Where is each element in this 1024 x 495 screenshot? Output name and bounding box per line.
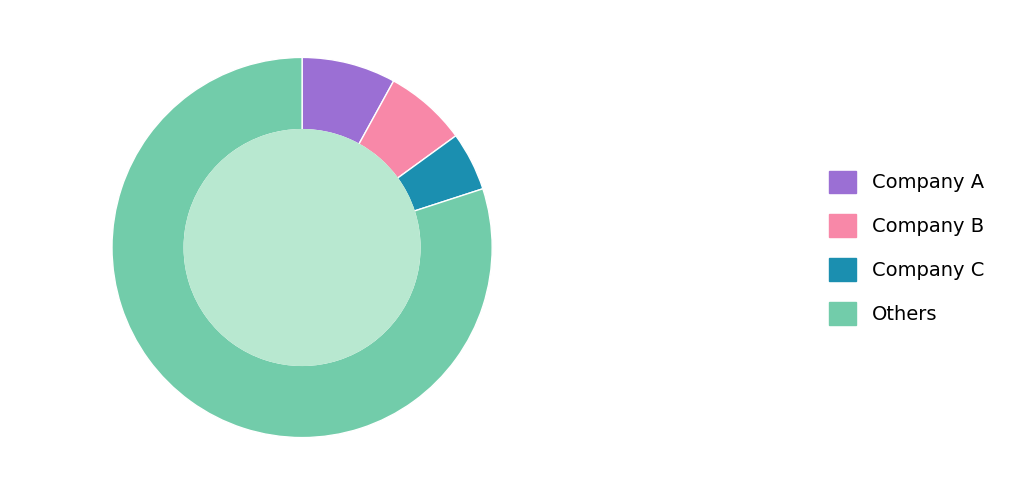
Wedge shape (358, 81, 456, 178)
Wedge shape (302, 57, 393, 144)
Wedge shape (112, 57, 493, 438)
Wedge shape (302, 136, 483, 248)
Wedge shape (302, 57, 393, 248)
Wedge shape (112, 57, 493, 438)
Wedge shape (302, 81, 456, 247)
Circle shape (184, 130, 420, 365)
Legend: Company A, Company B, Company C, Others: Company A, Company B, Company C, Others (819, 161, 994, 334)
Wedge shape (397, 136, 483, 211)
